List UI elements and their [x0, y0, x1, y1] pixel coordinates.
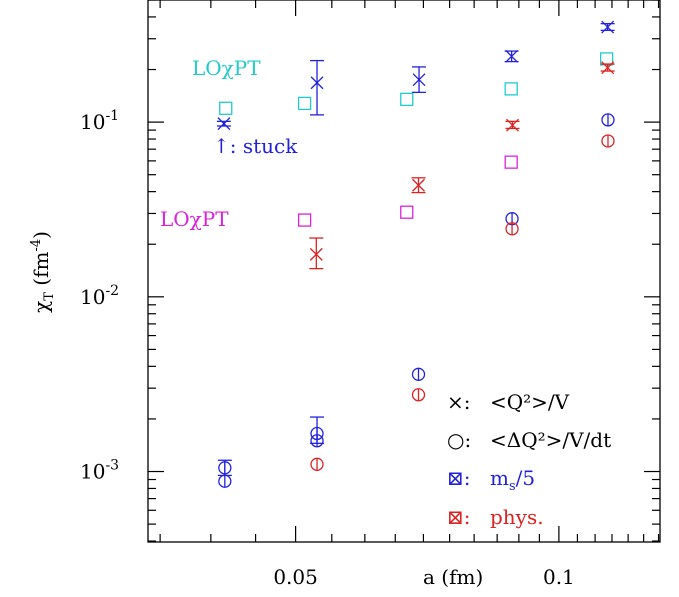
data-point-square [504, 82, 518, 96]
data-point-square [219, 101, 233, 115]
legend-symbol-phys: ⊠: [447, 505, 471, 529]
series-2-cross [216, 20, 615, 131]
x-axis-label: a (fm) [423, 565, 483, 589]
data-point-cross [310, 76, 324, 90]
data-point-cross [309, 247, 323, 261]
legend: ×: <Q²>/V ○: <ΔQ²>/V/dt ⊠: ms/5 ⊠: phys. [447, 390, 611, 529]
plot-frame [147, 0, 661, 543]
annotation-lo-chipt-magenta: LOχPT [160, 207, 229, 231]
data-point-square [297, 96, 312, 111]
data-point-square [400, 92, 414, 106]
data-point-cross [505, 49, 519, 63]
axis-ticks: 0.05 0.1 10-3 10-2 10-1 [80, 0, 660, 589]
data-point-cross [217, 117, 231, 131]
series-3-cross [309, 61, 615, 270]
legend-symbol-cross: ×: [447, 390, 471, 414]
series-1-square [297, 155, 518, 227]
data-point-cross [506, 118, 519, 132]
data-point-cross [412, 73, 426, 87]
legend-symbol-circle: ○: [447, 428, 471, 452]
y-tick-label: 10-1 [80, 108, 119, 134]
annotation-lo-chipt-cyan: LOχPT [192, 56, 261, 80]
legend-text-ms5: ms/5 [490, 466, 535, 494]
data-point-cross [412, 178, 425, 192]
data-point-square [600, 52, 614, 66]
data-point-square [504, 155, 518, 169]
legend-text-dq2: <ΔQ²>/V/dt [490, 428, 611, 452]
y-tick-label: 10-2 [80, 283, 119, 309]
data-point-square [297, 213, 312, 227]
series-5-circle [310, 134, 615, 471]
x-tick-label: 0.05 [273, 565, 318, 589]
data-point-square [400, 205, 414, 219]
y-tick-label: 10-3 [80, 458, 119, 484]
x-tick-label: 0.1 [543, 565, 575, 589]
data-point-cross [601, 20, 615, 34]
legend-text-q2: <Q²>/V [490, 390, 570, 414]
annotation-stuck: ↑: stuck [213, 134, 298, 158]
svg-text:χT (fm-4): χT (fm-4) [29, 231, 57, 313]
legend-text-phys: phys. [490, 505, 544, 529]
data-marks [216, 20, 615, 488]
series-0-square [219, 52, 614, 115]
legend-symbol-ms5: ⊠: [447, 466, 471, 490]
y-axis-label: χT (fm-4) [29, 231, 57, 313]
data-point-cross [601, 61, 615, 75]
